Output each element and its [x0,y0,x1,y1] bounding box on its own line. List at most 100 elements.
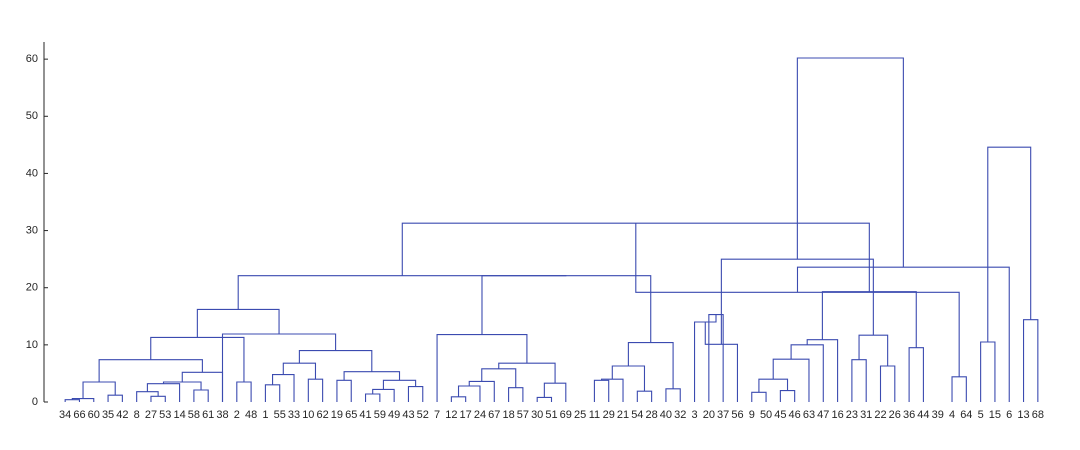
leaf-label: 24 [474,409,486,421]
leaf-label: 36 [903,409,915,421]
leaf-label: 63 [803,409,815,421]
dendrogram-link [879,365,896,402]
dendrogram-link [71,398,95,402]
leaf-label: 9 [749,409,755,421]
dendrogram-link [796,57,904,268]
y-tick-label: 50 [26,110,38,122]
dendrogram-link [543,382,567,402]
dendrogram-link [636,390,653,402]
leaf-label: 11 [589,409,600,421]
dendrogram-link [593,379,610,402]
leaf-label: 58 [188,409,200,421]
dendrogram-link [481,275,652,343]
leaf-label: 30 [531,409,543,421]
leaf-labels: 34 66 60 35 42 8 27 53 14 58 61 38 2 48 1 55 33 10 62 19 65 4… [59,409,1044,421]
leaf-label: 56 [731,409,743,421]
dendrogram-link [601,378,624,402]
leaf-label: 48 [245,409,257,421]
leaf-label: 46 [789,409,801,421]
axes: 0 10 20 30 40 50 60 [26,42,48,408]
leaf-label: 47 [817,409,829,421]
dendrogram-link [98,359,203,382]
leaf-label: 41 [359,409,371,421]
leaf-label: 18 [502,409,514,421]
leaf-label: 22 [874,409,886,421]
dendrogram-link [980,341,996,402]
dendrogram-link [611,365,646,392]
dendrogram-link [858,334,889,366]
leaf-label: 15 [989,409,1001,421]
leaf-label: 34 [59,409,71,421]
dendrogram-link [468,380,495,402]
dendrogram-link [336,379,352,402]
dendrogram-link [221,333,337,402]
leaf-label: 61 [202,409,214,421]
leaf-label: 50 [760,409,772,421]
leaf-label: 31 [860,409,872,421]
leaf-label: 23 [846,409,858,421]
dendrogram-link [436,334,528,402]
leaf-label: 35 [102,409,114,421]
leaf-label: 8 [134,409,140,421]
leaf-label: 26 [889,409,901,421]
leaf-label: 7 [434,409,440,421]
dendrogram-link [307,378,324,402]
dendrogram-link [720,258,874,345]
leaf-label: 53 [159,409,171,421]
dendrogram-link [790,344,824,402]
leaf-label: 37 [717,409,729,421]
leaf-label: 27 [145,409,157,421]
dendrogram-link [772,358,810,402]
leaf-label: 25 [574,409,586,421]
leaf-label: 57 [517,409,529,421]
leaf-label: 32 [674,409,686,421]
dendrogram-link [851,359,867,402]
dendrogram-link [951,376,967,402]
y-tick-label: 60 [26,53,38,65]
leaf-label: 62 [317,409,329,421]
dendrogram-link [264,384,281,402]
dendrogram-link [450,396,467,402]
dendrogram-link [364,393,381,402]
leaf-label: 69 [560,409,572,421]
dendrogram-link [407,386,424,402]
dendrogram-link [704,322,739,402]
dendrogram-link [193,389,209,402]
dendrogram-link [298,350,373,372]
dendrogram-link [1022,319,1039,402]
dendrogram-link [181,371,224,402]
dendrogram-link [457,385,481,402]
dendrogram-link [272,374,295,402]
y-tick-label: 0 [32,396,38,408]
leaf-label: 52 [417,409,429,421]
dendrogram-link [708,314,724,402]
leaf-label: 54 [631,409,643,421]
leaf-label: 4 [949,409,955,421]
leaf-label: 13 [1017,409,1029,421]
dendrogram-link [107,394,123,402]
leaf-label: 66 [73,409,85,421]
leaf-label: 20 [703,409,715,421]
dendrogram-link [237,275,567,310]
leaf-label: 67 [488,409,500,421]
leaf-label: 19 [331,409,343,421]
leaf-label: 68 [1032,409,1044,421]
y-tick-label: 20 [26,282,38,294]
leaf-label: 1 [262,409,268,421]
leaf-label: 44 [917,409,929,421]
leaf-label: 60 [88,409,100,421]
dendrogram-link [665,388,681,402]
dendrogram-link [82,381,116,399]
leaf-label: 64 [960,409,972,421]
leaf-label: 38 [216,409,228,421]
leaf-label: 12 [445,409,457,421]
dendrogram-link [343,371,401,381]
dendrogram-link [382,379,417,390]
leaf-label: 55 [274,409,286,421]
dendrogram-link [136,391,159,402]
dendrogram-link [236,381,252,402]
leaf-label: 65 [345,409,357,421]
dendrogram-link [481,368,517,388]
